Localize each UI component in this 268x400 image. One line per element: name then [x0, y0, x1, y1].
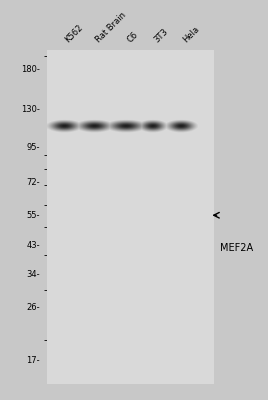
Text: 17-: 17- — [27, 356, 40, 364]
Text: 34-: 34- — [27, 270, 40, 279]
Text: K562: K562 — [64, 23, 85, 44]
Text: Rat Brain: Rat Brain — [94, 10, 128, 44]
Text: C6: C6 — [126, 30, 140, 44]
Text: 95-: 95- — [27, 143, 40, 152]
Text: Hela: Hela — [181, 24, 201, 44]
Text: 3T3: 3T3 — [152, 27, 170, 44]
Text: 180-: 180- — [21, 64, 40, 74]
Text: 26-: 26- — [27, 303, 40, 312]
Text: 72-: 72- — [27, 178, 40, 186]
Text: 43-: 43- — [27, 241, 40, 250]
Text: 130-: 130- — [21, 105, 40, 114]
Text: 55-: 55- — [27, 211, 40, 220]
Text: MEF2A: MEF2A — [220, 243, 253, 253]
